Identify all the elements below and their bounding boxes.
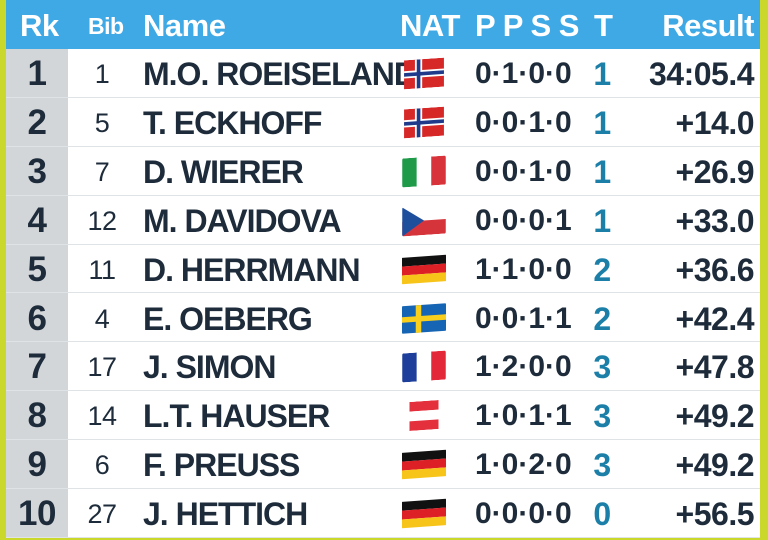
- penalties-cell: 1·0·1·1: [475, 399, 572, 433]
- table-row: 8 14 L.T. HAUSER 1·0·1·1 3 +49.2: [6, 391, 760, 441]
- table-row: 1 1 M.O. ROEISELAND 0·1·0·0 1 34:05.4: [6, 49, 760, 98]
- italy-flag-icon: [402, 155, 446, 188]
- athlete-name: E. OEBERG: [143, 300, 313, 337]
- athlete-name: D. WIERER: [143, 153, 304, 190]
- table-header: Rk Bib Name NAT P P S S T Result: [6, 0, 760, 49]
- penalties-cell: 1·2·0·0: [475, 350, 572, 384]
- results-table-body: 1 1 M.O. ROEISELAND 0·1·0·0 1 34:05.4 2 5 T. ECK…: [6, 49, 760, 538]
- table-row: 3 7 D. WIERER 0·0·1·0 1 +26.9: [6, 147, 760, 196]
- bib-cell: 17: [87, 352, 117, 383]
- total-penalties-cell: 2: [593, 251, 611, 288]
- table-row: 2 5 T. ECKHOFF 0·0·1·0 1 +14.0: [6, 98, 760, 147]
- rank-cell: 10: [18, 494, 56, 534]
- total-penalties-cell: 1: [593, 104, 611, 141]
- result-cell: +14.0: [675, 104, 755, 141]
- total-penalties-cell: 1: [593, 153, 611, 190]
- header-bib: Bib: [88, 13, 124, 39]
- total-penalties-cell: 1: [593, 56, 611, 92]
- norway-flag-icon: [402, 106, 446, 139]
- bib-cell: 1: [94, 59, 110, 89]
- penalties-cell: 0·0·1·1: [475, 301, 572, 335]
- result-cell: +42.4: [675, 300, 755, 337]
- athlete-name: F. PREUSS: [143, 447, 300, 484]
- rank-cell: 6: [27, 298, 47, 338]
- penalties-cell: 0·1·0·0: [475, 57, 572, 90]
- rank-cell: 5: [27, 249, 47, 289]
- athlete-name: J. SIMON: [143, 349, 276, 386]
- bib-cell: 11: [88, 254, 116, 285]
- result-cell: +56.5: [675, 496, 755, 533]
- total-penalties-cell: 1: [593, 202, 611, 239]
- header-nat: NAT: [400, 8, 460, 43]
- austria-flag-icon: [402, 400, 446, 432]
- penalties-cell: 0·0·1·0: [475, 105, 572, 139]
- table-row: 9 6 F. PREUSS 1·0·2·0 3 +49.2: [6, 440, 760, 490]
- bib-cell: 27: [87, 499, 117, 530]
- total-penalties-cell: 3: [593, 398, 611, 435]
- athlete-name: M.O. ROEISELAND: [143, 56, 417, 92]
- result-cell: 34:05.4: [648, 56, 755, 92]
- bib-cell: 6: [94, 450, 110, 481]
- rank-cell: 9: [27, 445, 47, 485]
- bib-cell: 14: [87, 401, 117, 432]
- header-penalties: P P S S: [475, 8, 579, 43]
- total-penalties-cell: 3: [593, 349, 611, 386]
- result-cell: +33.0: [675, 202, 755, 239]
- bib-cell: 7: [94, 156, 110, 187]
- bib-cell: 4: [94, 303, 110, 334]
- result-cell: +49.2: [675, 398, 755, 435]
- header-rank: Rk: [20, 8, 59, 43]
- athlete-name: M. DAVIDOVA: [143, 202, 342, 239]
- header-name: Name: [143, 8, 226, 43]
- rank-cell: 8: [27, 396, 47, 436]
- bib-cell: 5: [94, 107, 110, 138]
- rank-column-background: [6, 49, 68, 538]
- czech-republic-flag-icon: [402, 204, 446, 237]
- germany-flag-icon: [402, 449, 446, 481]
- penalties-cell: 1·0·2·0: [475, 448, 572, 482]
- result-cell: +49.2: [675, 447, 755, 484]
- france-flag-icon: [402, 350, 446, 383]
- rank-cell: 1: [27, 54, 47, 93]
- penalties-cell: 0·0·1·0: [475, 154, 572, 188]
- table-row: 5 11 D. HERRMANN 1·1·0·0 2 +36.6: [6, 245, 760, 294]
- results-board: Rk Bib Name NAT P P S S T Result 1 1 M.O. …: [6, 0, 760, 538]
- norway-flag-icon: [402, 57, 446, 90]
- total-penalties-cell: 0: [593, 496, 611, 533]
- total-penalties-cell: 3: [593, 447, 611, 484]
- germany-flag-icon: [402, 253, 446, 285]
- result-cell: +26.9: [675, 153, 755, 190]
- athlete-name: D. HERRMANN: [143, 251, 361, 288]
- header-result: Result: [662, 8, 754, 43]
- sweden-flag-icon: [402, 302, 446, 334]
- penalties-cell: 0·0·0·1: [475, 203, 572, 237]
- rank-cell: 2: [27, 102, 47, 142]
- result-cell: +47.8: [675, 349, 755, 386]
- penalties-cell: 0·0·0·0: [475, 497, 572, 531]
- table-row: 6 4 E. OEBERG 0·0·1·1 2 +42.4: [6, 294, 760, 343]
- athlete-name: L.T. HAUSER: [143, 398, 330, 435]
- germany-flag-icon: [402, 498, 446, 530]
- athlete-name: T. ECKHOFF: [143, 104, 322, 141]
- rank-cell: 3: [27, 151, 47, 191]
- result-cell: +36.6: [675, 251, 755, 288]
- bib-cell: 12: [87, 205, 117, 236]
- table-row: 10 27 J. HETTICH 0·0·0·0 0 +56.5: [6, 489, 760, 538]
- table-row: 4 12 M. DAVIDOVA 0·0·0·1 1 +33.0: [6, 196, 760, 245]
- header-total: T: [594, 8, 613, 43]
- penalties-cell: 1·1·0·0: [475, 252, 572, 286]
- rank-cell: 7: [27, 347, 47, 387]
- table-row: 7 17 J. SIMON 1·2·0·0 3 +47.8: [6, 342, 760, 392]
- total-penalties-cell: 2: [593, 300, 611, 337]
- rank-cell: 4: [27, 200, 47, 240]
- athlete-name: J. HETTICH: [143, 496, 308, 533]
